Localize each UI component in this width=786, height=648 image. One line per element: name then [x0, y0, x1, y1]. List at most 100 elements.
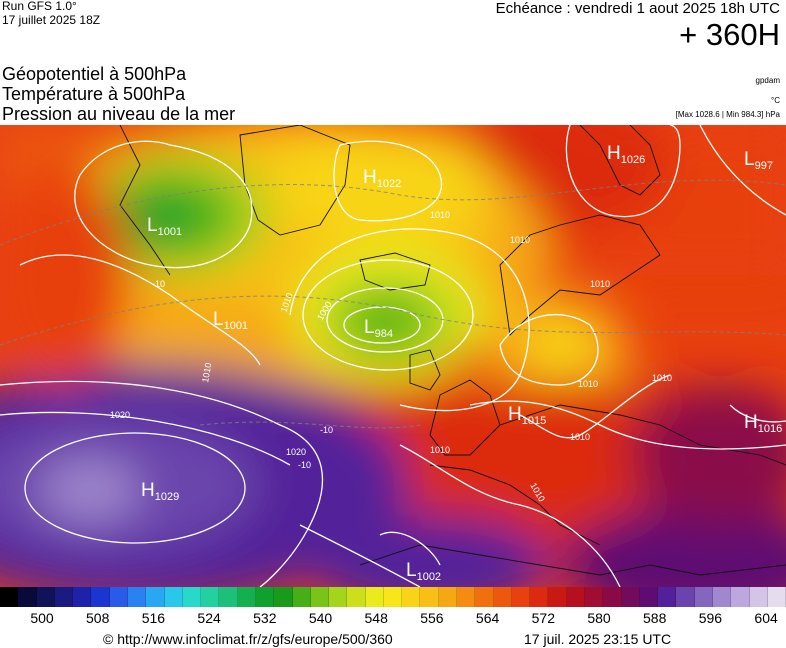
isobar-label: 1010: [510, 235, 530, 245]
colorbar-swatch: [201, 587, 220, 607]
pressure-center-type: L: [744, 149, 755, 170]
colorbar-swatch: [603, 587, 622, 607]
generation-timestamp: 17 juil. 2025 23:15 UTC: [524, 631, 672, 647]
isobar-label: 1010: [200, 362, 213, 383]
pressure-center-value: 1016: [758, 423, 782, 435]
colorbar-tick-label: 500: [30, 610, 54, 626]
svg-text:H1029: H1029: [141, 480, 179, 503]
unit-geopotential: gpdam: [755, 76, 780, 85]
colorbar-swatch: [639, 587, 659, 607]
colorbar-swatch: [365, 587, 384, 607]
svg-text:H1015: H1015: [508, 404, 546, 427]
isobar-label: 1010: [430, 210, 450, 220]
pressure-center-type: H: [363, 167, 377, 188]
temperature-label: -10: [298, 460, 311, 470]
source-url: © http://www.infoclimat.fr/z/gfs/europe/…: [103, 631, 393, 647]
weather-map: H1026 L997 H1022 L1001 L1001 L984 H1015 …: [0, 125, 786, 587]
colorbar-tick-label: 556: [420, 610, 444, 626]
colorbar-swatch: [438, 587, 458, 607]
colorbar-tick-label: 524: [197, 610, 221, 626]
colorbar-tick-label: 580: [587, 610, 611, 626]
colorbar-swatch: [182, 587, 202, 607]
temperature-labels: -10 -10 -10: [152, 279, 333, 470]
pressure-center-type: L: [364, 317, 375, 338]
colorbar-tick-label: 532: [253, 610, 277, 626]
pressure-center-type: L: [213, 309, 224, 330]
colorbar-swatch: [164, 587, 183, 607]
colorbar-swatch: [36, 587, 55, 607]
colorbar-swatch: [91, 587, 110, 607]
colorbar-swatch: [383, 587, 403, 607]
temperature-label: -10: [320, 425, 333, 435]
colorbar-swatch: [109, 587, 128, 607]
isobar-label: 1020: [110, 410, 130, 420]
colorbar-swatch: [566, 587, 585, 607]
colorbar-tick-label: 540: [308, 610, 333, 626]
colorbar-swatch: [18, 587, 37, 607]
colorbar-swatch: [146, 587, 165, 607]
isobar-label: 1010: [570, 432, 590, 442]
svg-text:L984: L984: [364, 317, 393, 340]
layer-title-temperature: Température à 500hPa: [2, 84, 186, 104]
colorbar-swatch: [530, 587, 549, 607]
isobar-label: 1010: [578, 379, 598, 389]
colorbar-swatch: [73, 587, 92, 607]
colorbar-swatch: [402, 587, 421, 607]
pressure-center-value: 1001: [224, 320, 248, 332]
colorbar-tick-label: 572: [531, 610, 555, 626]
colorbar-swatch: [237, 587, 256, 607]
svg-text:L1001: L1001: [213, 309, 248, 332]
layer-title-geopotential: Géopotentiel à 500hPa: [2, 64, 187, 84]
colorbar-swatch: [493, 587, 512, 607]
colorbar-swatch: [127, 587, 147, 607]
pressure-center-value: 997: [755, 160, 773, 172]
colorbar-swatch: [585, 587, 604, 607]
pressure-center-type: H: [607, 143, 621, 164]
colorbar-tick-label: 548: [364, 610, 388, 626]
colorbar-swatch: [0, 587, 19, 607]
svg-text:L1001: L1001: [147, 215, 182, 238]
colorbar-ticks: 500 508 516 524 532 540 548 556 564 572 580 588 596 6…: [0, 610, 786, 628]
colorbar-swatch: [274, 587, 293, 607]
temperature-label: -10: [152, 279, 165, 289]
pressure-center-value: 984: [375, 328, 393, 340]
isobar-label: 1010: [590, 279, 610, 289]
svg-text:H1016: H1016: [744, 412, 782, 435]
colorbar-swatch: [329, 587, 348, 607]
coastlines: [119, 125, 786, 576]
colorbar-swatch: [420, 587, 439, 607]
pressure-center-type: L: [147, 215, 158, 236]
isobars: [0, 125, 786, 587]
colorbar-swatch: [310, 587, 330, 607]
isobar-label: 1010: [652, 373, 672, 383]
pressure-center-value: 1015: [522, 415, 546, 427]
pressure-center-value: 1026: [621, 154, 645, 166]
pressure-center-value: 1002: [417, 571, 441, 583]
colorbar-swatch: [694, 587, 713, 607]
forecast-hour: + 360H: [679, 17, 780, 52]
colorbar-swatch: [548, 587, 567, 607]
colorbar-tick-label: 508: [86, 610, 110, 626]
svg-text:H1026: H1026: [607, 143, 645, 166]
svg-text:L1002: L1002: [406, 560, 441, 583]
colorbar-swatch: [475, 587, 494, 607]
colorbar-swatch: [676, 587, 695, 607]
colorbar: [0, 587, 786, 607]
pressure-center-type: H: [744, 412, 758, 433]
colorbar-tick-label: 604: [754, 610, 778, 626]
pressure-center-value: 1029: [155, 491, 179, 503]
colorbar-swatch: [54, 587, 74, 607]
layer-title-pressure: Pression au niveau de la mer: [2, 104, 236, 124]
svg-text:L997: L997: [744, 149, 773, 172]
colorbar-swatch: [457, 587, 476, 607]
colorbar-swatch: [712, 587, 732, 607]
svg-text:H1022: H1022: [363, 167, 401, 190]
colorbar-swatch: [767, 587, 786, 607]
colorbar-swatch: [731, 587, 750, 607]
pressure-center-type: H: [141, 480, 155, 501]
pressure-center-value: 1001: [158, 226, 182, 238]
pressure-center-type: H: [508, 404, 522, 425]
pressure-center-value: 1022: [377, 178, 401, 190]
run-date: 17 juillet 2025 18Z: [2, 13, 101, 27]
colorbar-swatch: [658, 587, 677, 607]
